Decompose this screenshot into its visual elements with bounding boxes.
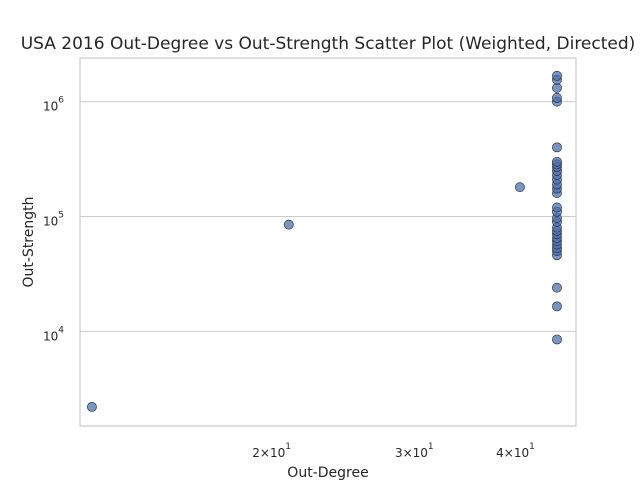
x-axis-label: Out-Degree xyxy=(287,465,368,480)
y-tick-label: 105 xyxy=(43,211,64,229)
y-tick-labels: 104 105 106 xyxy=(43,96,64,344)
x-tick-label: 3×101 xyxy=(395,442,434,460)
y-tick-label: 106 xyxy=(43,96,64,114)
data-point xyxy=(552,92,562,103)
data-point xyxy=(552,202,562,213)
data-point xyxy=(515,182,525,193)
data-point xyxy=(552,142,562,153)
data-point xyxy=(552,301,562,312)
y-tick-label: 104 xyxy=(43,325,64,343)
x-tick-labels: 2×101 3×101 4×101 xyxy=(252,442,535,460)
data-point xyxy=(87,401,97,412)
data-point xyxy=(552,156,562,167)
data-point xyxy=(552,334,562,345)
y-axis-label: Out-Strength xyxy=(21,197,37,288)
data-points xyxy=(87,70,562,412)
grid-lines xyxy=(80,101,576,332)
x-tick-label: 4×101 xyxy=(496,442,535,460)
chart-title: USA 2016 Out-Degree vs Out-Strength Scat… xyxy=(21,34,636,54)
data-point xyxy=(552,70,562,81)
x-tick-label: 2×101 xyxy=(252,442,291,460)
data-point xyxy=(283,219,294,230)
data-point xyxy=(552,282,562,293)
plot-frame xyxy=(79,57,577,427)
